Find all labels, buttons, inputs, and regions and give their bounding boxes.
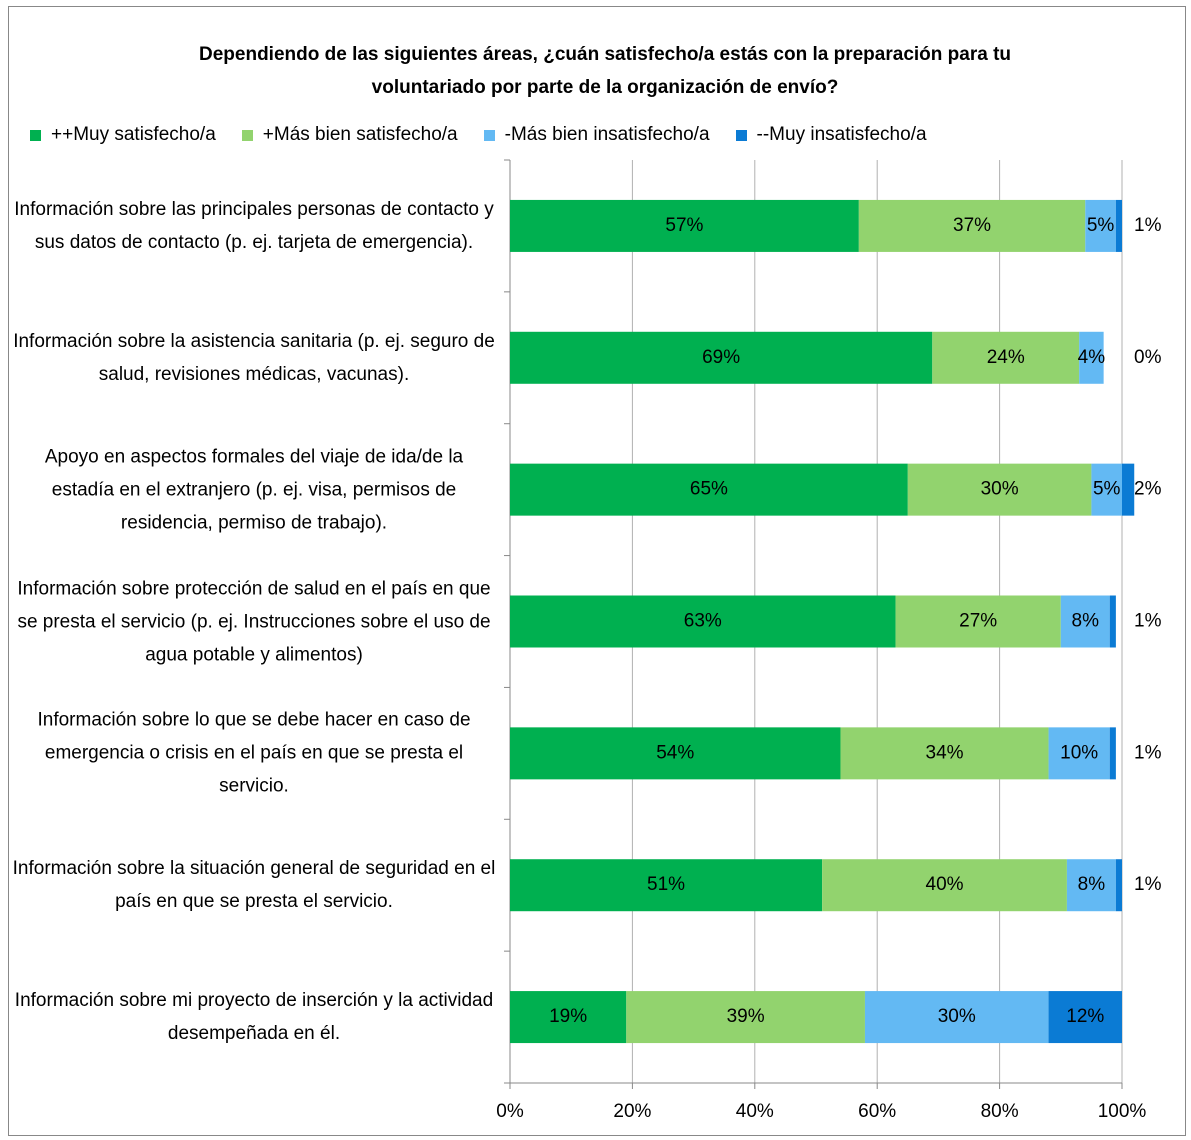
data-label: 54% [656,742,694,763]
data-label: 10% [1060,742,1098,763]
data-label: 39% [727,1006,765,1027]
category-label: Información sobre mi proyecto de inserci… [14,990,494,1045]
data-label: 65% [690,479,728,500]
data-label: 63% [684,611,722,632]
bar-segment [1079,331,1104,384]
data-label: 34% [926,742,964,763]
data-label: 2% [1134,479,1162,500]
data-label: 12% [1066,1006,1104,1027]
data-label: 30% [938,1006,976,1027]
legend-item: +Más bien satisfecho/a [241,124,458,146]
legend-item: -Más bien insatisfecho/a [483,124,710,146]
x-tick-label: 0% [496,1101,524,1122]
data-label: 69% [702,347,740,368]
bar-segment [510,727,841,780]
chart-frame [8,6,1186,1136]
data-label: 51% [647,874,685,895]
legend-label: -Más bien insatisfecho/a [504,124,710,145]
legend-item: --Muy insatisfecho/a [735,124,927,146]
legend-label: ++Muy satisfecho/a [51,124,216,145]
bar-segment [858,199,1086,252]
data-label: 40% [926,874,964,895]
data-label: 1% [1134,874,1162,895]
legend-label: +Más bien satisfecho/a [262,124,458,145]
data-label: 57% [665,215,703,236]
data-label: 0% [1134,347,1162,368]
bar-segment [1048,991,1122,1044]
data-label: 1% [1134,215,1162,236]
x-tick-label: 60% [858,1101,896,1122]
bar-segment [510,199,859,252]
data-label: 4% [1078,347,1106,368]
bar-segment [626,991,865,1044]
bar-segment [510,859,823,912]
bar-segment [840,727,1049,780]
data-label: 27% [959,611,997,632]
bar-segment [864,991,1049,1044]
bar-segment [510,595,896,648]
bar-segment [822,859,1067,912]
bar-segment [510,991,627,1044]
bar-segment [1115,199,1122,252]
bar-segment [1066,859,1116,912]
legend-swatch [241,129,253,141]
x-tick-label: 20% [613,1101,651,1122]
category-label: Información sobre protección de salud en… [17,578,491,665]
bar-segment [1091,463,1122,516]
bar-segment [907,463,1092,516]
x-tick-label: 40% [736,1101,774,1122]
data-label: 37% [953,215,991,236]
bar-segment [1122,463,1135,516]
data-label: 5% [1087,215,1115,236]
bar-segment [895,595,1061,648]
category-label: Apoyo en aspectos formales del viaje de … [44,446,464,534]
category-label: Información sobre la situación general d… [12,858,496,913]
category-label: Información sobre lo que se debe hacer e… [37,709,471,797]
legend-swatch [735,129,747,141]
bar-segment [1085,199,1116,252]
data-label: 5% [1093,479,1121,500]
chart-title: Dependiendo de las siguientes áreas, ¿cu… [199,44,1011,98]
bar-segment [1048,727,1110,780]
x-tick-label: 100% [1098,1101,1147,1122]
bar-segment [1109,727,1116,780]
data-label: 8% [1078,874,1106,895]
bar-segment [1109,595,1116,648]
data-label: 24% [987,347,1025,368]
legend: ++Muy satisfecho/a +Más bien satisfecho/a… [30,124,1190,146]
bar-segment [932,331,1080,384]
legend-item: ++Muy satisfecho/a [30,124,216,146]
data-label: 1% [1134,742,1162,763]
x-tick-label: 80% [981,1101,1019,1122]
bar-segment [510,463,908,516]
legend-swatch [483,129,495,141]
bar-segment [510,331,933,384]
data-label: 19% [549,1006,587,1027]
data-label: 30% [981,479,1019,500]
bar-segment [1060,595,1110,648]
legend-label: --Muy insatisfecho/a [756,124,927,145]
bar-segment [1115,859,1122,912]
data-label: 8% [1072,611,1100,632]
data-label: 1% [1134,611,1162,632]
legend-swatch [30,129,41,141]
category-label: Información sobre las principales person… [14,198,494,253]
category-label: Información sobre la asistencia sanitari… [13,330,495,385]
